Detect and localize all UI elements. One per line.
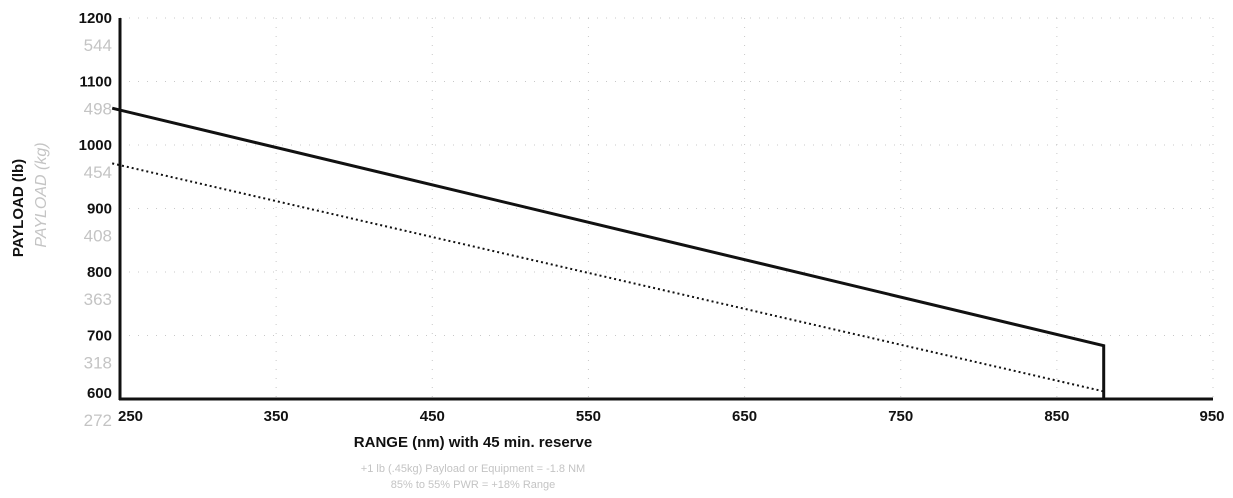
y-tick-label-kg: 408 [84,227,112,246]
y-tick-label-kg: 318 [84,354,112,373]
x-tick-label: 950 [1199,408,1224,425]
footnote-power: 85% to 55% PWR = +18% Range [391,479,555,491]
series-line-solid [111,106,1106,399]
y-tick-label-kg: 544 [84,36,112,55]
series-lines [111,106,1106,399]
y-tick-label-kg: 498 [84,100,112,119]
grid [120,17,1214,399]
y-tick-label: 1000 [79,137,112,154]
y-tick-labels-kg: 272 318 363 408 454 498 544 [84,36,112,430]
y-tick-label: 700 [87,328,112,345]
x-tick-label: 650 [732,408,757,425]
y-axis-title: PAYLOAD (lb) [10,159,27,257]
x-tick-label: 250 [118,408,143,425]
x-tick-label: 450 [420,408,445,425]
y-tick-label: 1200 [79,10,112,27]
y-tick-label-kg: 272 [84,411,112,430]
x-axis-title: RANGE (nm) with 45 min. reserve [354,434,592,451]
x-tick-label: 850 [1044,408,1069,425]
footnote-equipment: +1 lb (.45kg) Payload or Equipment = -1.… [361,463,585,475]
x-tick-label: 550 [576,408,601,425]
axes [118,18,1213,401]
y-axis-title-kg: PAYLOAD (kg) [33,142,50,247]
y-tick-labels: 600 700 800 900 1000 1100 1200 [79,10,112,402]
y-tick-label-kg: 363 [84,290,112,309]
y-tick-label: 800 [87,264,112,281]
y-tick-label: 900 [87,201,112,218]
x-tick-label: 750 [888,408,913,425]
series-line-dotted [111,162,1104,393]
x-tick-label: 350 [264,408,289,425]
y-tick-label-kg: 454 [84,163,112,182]
y-tick-label: 1100 [79,74,112,91]
x-tick-labels: 250 350 450 550 650 750 850 950 [118,408,1225,425]
y-tick-label: 600 [87,385,112,402]
